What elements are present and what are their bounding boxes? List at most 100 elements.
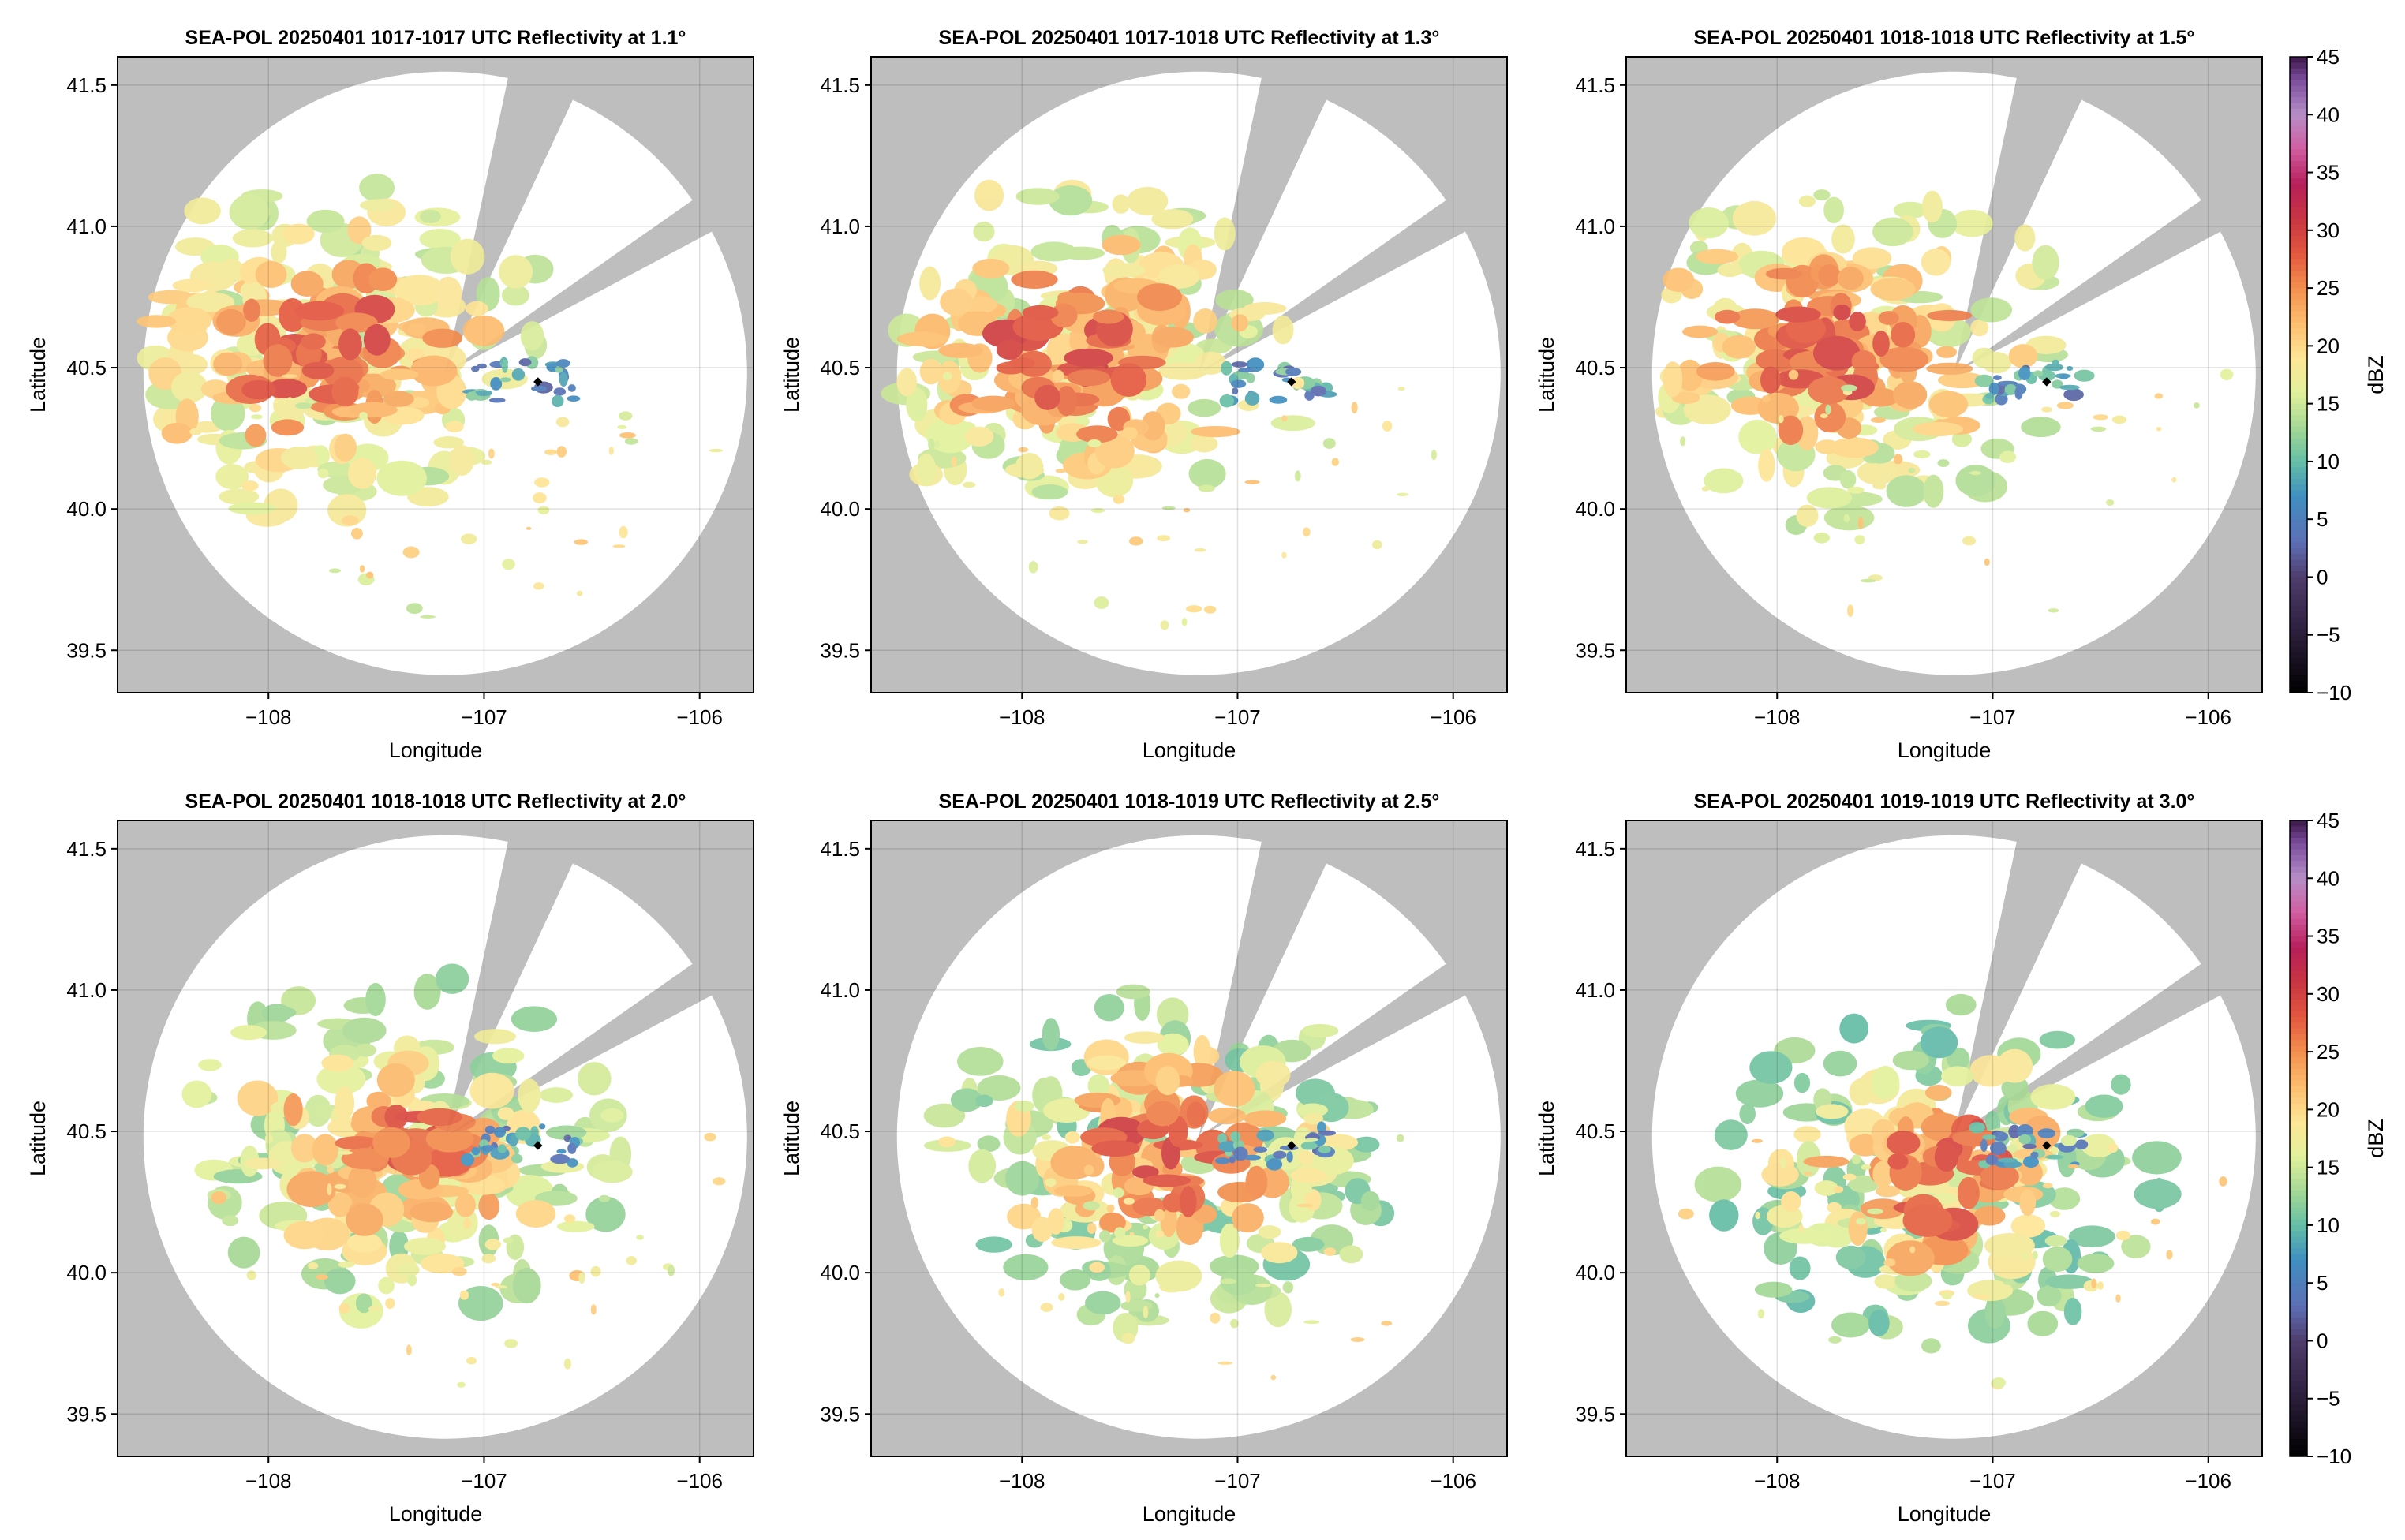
echo-cell: [244, 1157, 280, 1170]
echo-cell: [1921, 190, 1943, 223]
echo-cell: [1291, 377, 1305, 390]
echo-cell: [1761, 1162, 1799, 1187]
grid-lines: [871, 57, 1507, 693]
echo-cell: [1732, 200, 1776, 236]
colorbar-swatch: [2290, 959, 2307, 966]
echo-cell: [286, 1171, 337, 1208]
echo-cell: [341, 1148, 389, 1170]
echo-cell: [1677, 359, 1704, 391]
echo-cell: [1217, 1133, 1228, 1144]
echo-cell: [219, 488, 260, 505]
colorbar-swatch: [2290, 1445, 2307, 1452]
colorbar-swatch: [2290, 68, 2307, 75]
echo-cell: [914, 410, 926, 418]
echo-cell: [2066, 1128, 2085, 1138]
colorbar-swatch: [2290, 1011, 2307, 1018]
colorbar-swatch: [2290, 901, 2307, 908]
colorbar-swatch: [2290, 97, 2307, 104]
echo-cell: [283, 1093, 303, 1127]
echo-cell: [1841, 384, 1857, 392]
echo-cell: [2074, 369, 2095, 382]
colorbar-swatch: [2290, 1022, 2307, 1030]
echo-cell: [1856, 1217, 1866, 1225]
echo-cell: [229, 194, 270, 230]
echo-cell: [1893, 454, 1903, 465]
echo-cell: [1992, 1131, 2009, 1142]
echo-cell: [928, 438, 935, 450]
echo-cell: [1880, 1228, 1887, 1232]
echo-cell: [1962, 536, 1976, 546]
echo-cell: [1678, 1208, 1694, 1220]
echo-cell: [1231, 361, 1248, 368]
echo-cell: [2219, 1176, 2227, 1187]
echo-cell: [1193, 1034, 1211, 1069]
echo-cell: [1909, 1246, 1916, 1254]
echo-cell: [1992, 1377, 2006, 1389]
echo-cell: [458, 1286, 503, 1321]
colorbar-swatch: [2290, 600, 2307, 607]
colorbar-label: dBZ: [2364, 1119, 2388, 1158]
colorbar-swatch: [2290, 132, 2307, 139]
echo-cell: [2022, 1143, 2037, 1149]
colorbar-swatch: [2290, 606, 2307, 613]
x-axis-label: Longitude: [1898, 1502, 1992, 1526]
echo-cell: [1099, 1230, 1111, 1243]
echo-cell: [2111, 1074, 2131, 1095]
echo-cell: [1172, 383, 1191, 399]
colorbar-swatch: [2290, 861, 2307, 868]
colorbar-swatch: [2290, 634, 2307, 641]
echo-cell: [1806, 487, 1852, 509]
reflectivity-field: [881, 179, 1437, 630]
echo-cell: [550, 1153, 570, 1164]
echo-cell: [1012, 312, 1064, 341]
echo-cell: [420, 209, 441, 223]
grid-lines: [118, 820, 754, 1456]
echo-cell: [1083, 1164, 1094, 1176]
colorbar-swatch: [2290, 230, 2307, 237]
echo-cell: [1778, 415, 1784, 424]
echo-cell: [1870, 417, 1887, 424]
x-axis-label: Longitude: [1898, 738, 1992, 762]
echo-cell: [1993, 375, 2002, 381]
x-axis-label: Longitude: [389, 738, 483, 762]
echo-cell: [186, 292, 234, 312]
echo-cell: [608, 446, 614, 455]
colorbar-swatch: [2290, 149, 2307, 156]
echo-cell: [354, 1044, 376, 1057]
echo-cell: [1214, 1157, 1231, 1164]
colorbar-1: 45 40 35 30 25 20 15 10 5 0 −5 −10 dBZ: [2289, 45, 2388, 705]
echo-cell: [563, 1214, 576, 1223]
echo-cell: [385, 1298, 395, 1309]
echo-cell: [2022, 1251, 2029, 1261]
echo-cell: [503, 1237, 514, 1244]
echo-cell: [1255, 1060, 1291, 1089]
colorbar-swatch: [2290, 1017, 2307, 1024]
echo-cell: [1833, 304, 1851, 320]
echo-cell: [237, 1080, 279, 1116]
echo-cell: [2068, 1225, 2115, 1247]
echo-cell: [372, 1127, 410, 1158]
echo-cell: [1828, 1336, 1842, 1344]
echo-cell: [1034, 384, 1061, 410]
axes-frame: [1625, 820, 2263, 1457]
echo-cell: [919, 266, 941, 301]
echo-cell: [1717, 263, 1742, 278]
colorbar-swatch: [2290, 1080, 2307, 1087]
echo-cell: [1094, 433, 1135, 469]
echo-cell: [950, 1088, 983, 1112]
colorbar-tick-label: 30: [2317, 982, 2340, 1006]
echo-cell: [1980, 1164, 2019, 1190]
colorbar-swatch: [2290, 1184, 2307, 1191]
colorbar-tick-label: 10: [2317, 450, 2340, 473]
colorbar-swatch: [2290, 195, 2307, 202]
echo-cell: [246, 1270, 256, 1280]
y-tick-label: 41.0: [66, 978, 107, 1002]
echo-cell: [471, 1146, 481, 1156]
echo-cell: [1839, 1013, 1869, 1044]
echo-cell: [1749, 1051, 1793, 1084]
echo-cell: [1857, 516, 1864, 529]
echo-cell: [923, 1103, 966, 1128]
echo-cell: [1158, 362, 1208, 380]
echo-cell: [2048, 608, 2059, 613]
echo-cell: [341, 515, 359, 526]
